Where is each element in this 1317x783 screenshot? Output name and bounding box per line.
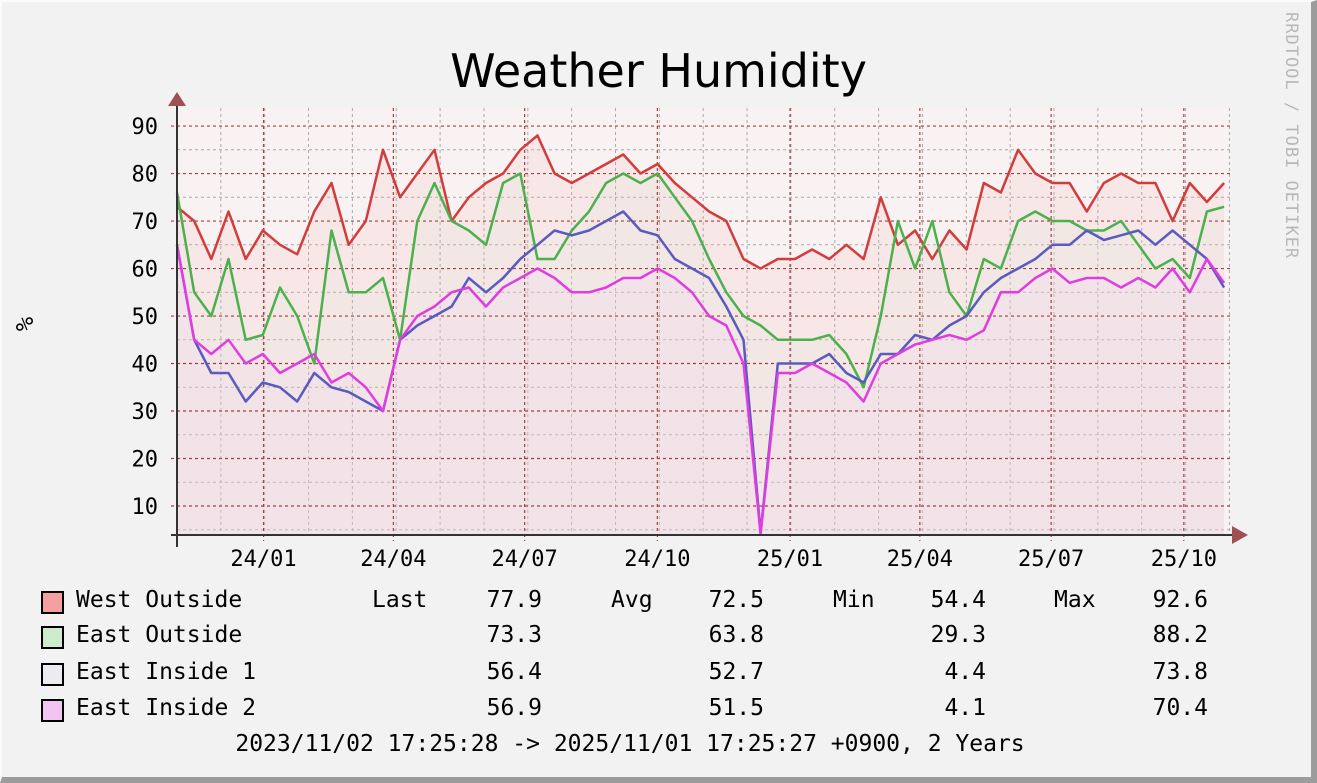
legend-swatch bbox=[41, 699, 64, 722]
avg-value: 72.5 bbox=[708, 587, 764, 613]
y-tick-label: 80 bbox=[132, 163, 159, 188]
y-tick-label: 50 bbox=[132, 305, 159, 330]
max-label: Max bbox=[1054, 587, 1096, 613]
series-line-east-inside-2 bbox=[175, 244, 1226, 536]
series-line-west-outside bbox=[176, 134, 1226, 270]
max-value: 73.8 bbox=[1152, 659, 1208, 685]
y-tick-label: 30 bbox=[132, 400, 159, 425]
last-value: 56.4 bbox=[486, 659, 542, 685]
chart-title: Weather Humidity bbox=[450, 44, 867, 98]
x-tick-label: 25/04 bbox=[887, 547, 953, 572]
series-area bbox=[177, 135, 1225, 535]
avg-value: 63.8 bbox=[708, 622, 764, 648]
y-axis-label: % bbox=[11, 316, 40, 332]
y-axis-arrow bbox=[168, 92, 186, 106]
x-tick-label: 24/01 bbox=[230, 547, 296, 572]
y-tick-label: 20 bbox=[132, 448, 159, 473]
x-tick-label: 24/04 bbox=[360, 547, 426, 572]
legend-label: East Inside 1 bbox=[76, 659, 257, 685]
legend-label: West Outside bbox=[76, 587, 243, 613]
series-area bbox=[177, 211, 1225, 535]
last-value: 56.9 bbox=[486, 695, 542, 721]
series-line-east-outside bbox=[175, 172, 1225, 389]
series-area bbox=[177, 173, 1225, 535]
y-tick-label: 40 bbox=[132, 353, 159, 378]
time-range: 2023/11/02 17:25:28 -> 2025/11/01 17:25:… bbox=[235, 731, 1025, 757]
max-value: 88.2 bbox=[1152, 622, 1208, 648]
last-label: Last bbox=[372, 587, 428, 613]
avg-label: Avg bbox=[611, 587, 653, 613]
legend-label: East Outside bbox=[76, 622, 243, 648]
legend-swatch bbox=[41, 626, 64, 649]
x-axis-arrow bbox=[1232, 526, 1248, 544]
last-value: 77.9 bbox=[486, 587, 542, 613]
series-line-east-inside-1 bbox=[175, 210, 1226, 534]
legend-label: East Inside 2 bbox=[76, 695, 257, 721]
y-tick-label: 70 bbox=[132, 210, 159, 235]
x-tick-label: 25/01 bbox=[757, 547, 823, 572]
last-value: 73.3 bbox=[486, 622, 542, 648]
x-tick-label: 25/07 bbox=[1018, 547, 1084, 572]
y-tick-label: 90 bbox=[132, 115, 159, 140]
min-value: 29.3 bbox=[930, 622, 986, 648]
series-area bbox=[177, 244, 1225, 536]
y-tick-label: 60 bbox=[132, 258, 159, 283]
max-value: 92.6 bbox=[1152, 587, 1208, 613]
avg-value: 51.5 bbox=[708, 695, 764, 721]
min-value: 4.1 bbox=[944, 695, 986, 721]
y-tick-label: 10 bbox=[132, 495, 159, 520]
min-label: Min bbox=[833, 587, 875, 613]
max-value: 70.4 bbox=[1152, 695, 1208, 721]
legend-swatch bbox=[41, 663, 64, 686]
legend-swatch bbox=[41, 591, 64, 614]
avg-value: 52.7 bbox=[708, 659, 764, 685]
x-tick-label: 24/10 bbox=[624, 547, 690, 572]
x-tick-label: 25/10 bbox=[1151, 547, 1217, 572]
x-tick-label: 24/07 bbox=[492, 547, 558, 572]
watermark: RRDTOOL / TOBI OETIKER bbox=[1281, 12, 1301, 260]
min-value: 54.4 bbox=[930, 587, 986, 613]
min-value: 4.4 bbox=[944, 659, 986, 685]
